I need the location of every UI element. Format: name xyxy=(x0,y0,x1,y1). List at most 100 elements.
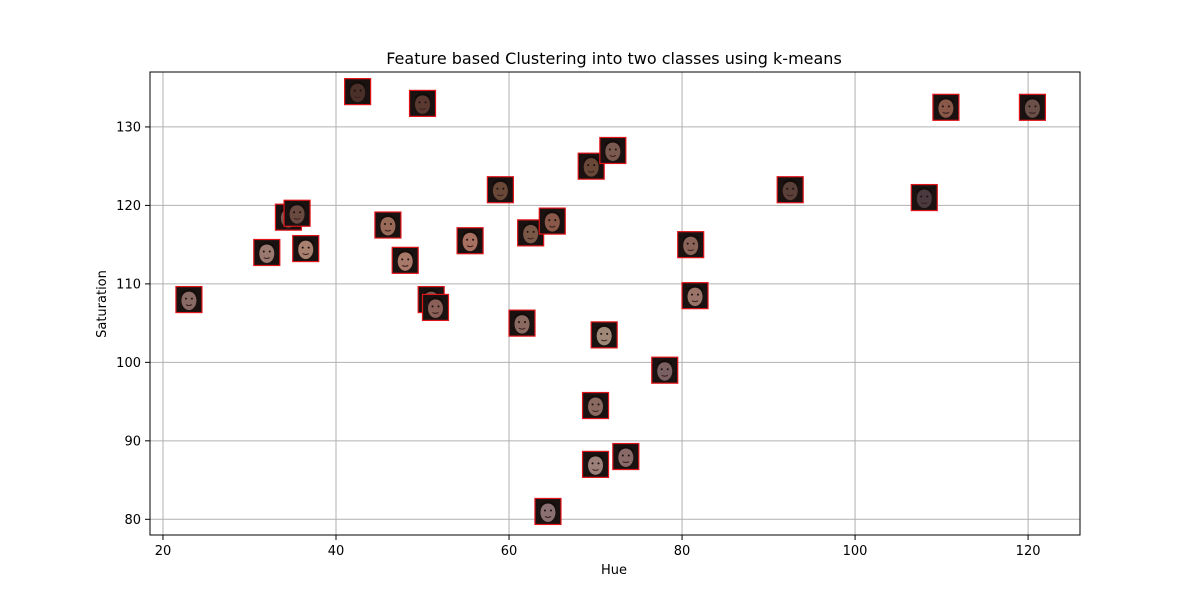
y-tick-label: 100 xyxy=(116,356,141,371)
mouth-shape xyxy=(263,257,271,259)
x-axis-ticks: 20 40 60 80 100 120 xyxy=(155,535,1041,559)
mouth-shape xyxy=(592,468,599,471)
mouth-shape xyxy=(661,374,669,377)
hair-shape xyxy=(596,324,612,331)
face-shape xyxy=(514,314,530,334)
eye-left xyxy=(591,462,594,465)
face-thumbnail-marker xyxy=(374,211,402,239)
eye-left xyxy=(621,454,624,457)
face-thumbnail-marker xyxy=(517,219,545,247)
mouth-shape xyxy=(921,202,928,205)
face-shape xyxy=(618,448,634,468)
face-thumbnail-marker xyxy=(776,176,804,204)
y-axis-ticks: 80 90 100 110 120 130 xyxy=(116,120,150,528)
eye-right xyxy=(424,101,427,104)
hair-shape xyxy=(380,214,396,222)
hair-shape xyxy=(514,312,530,320)
hair-shape xyxy=(181,289,197,296)
hair-shape xyxy=(350,81,366,88)
x-tick-label: 20 xyxy=(155,544,172,559)
eye-right xyxy=(268,250,271,253)
mouth-shape xyxy=(609,155,617,157)
face-thumbnail-marker xyxy=(599,136,627,165)
eye-right xyxy=(692,242,695,245)
face-shape xyxy=(350,83,366,103)
eye-left xyxy=(401,258,404,261)
face-shape xyxy=(415,94,431,114)
face-shape xyxy=(683,236,699,256)
eye-left xyxy=(418,101,421,104)
face-thumbnail-marker xyxy=(391,246,419,274)
mouth-shape xyxy=(354,96,361,99)
chart-title: Feature based Clustering into two classe… xyxy=(386,49,842,68)
eye-right xyxy=(524,321,526,324)
mouth-shape xyxy=(786,194,794,197)
face-shape xyxy=(938,98,954,118)
mouth-shape xyxy=(419,107,426,110)
face-thumbnail-marker xyxy=(486,176,514,204)
eye-left xyxy=(920,195,923,198)
face-thumbnail-marker xyxy=(932,93,960,121)
face-thumbnail-marker xyxy=(253,238,281,267)
hair-shape xyxy=(259,241,275,249)
face-shape xyxy=(462,232,478,252)
face-thumbnail-marker xyxy=(456,227,484,255)
mouth-shape xyxy=(527,237,534,240)
hair-shape xyxy=(415,92,431,100)
eye-right xyxy=(593,164,596,167)
face-shape xyxy=(544,212,560,232)
y-tick-label: 80 xyxy=(124,513,141,528)
hair-shape xyxy=(605,139,621,147)
hair-shape xyxy=(397,249,413,257)
face-shape xyxy=(605,141,621,161)
eye-right xyxy=(359,89,362,92)
face-thumbnail-marker xyxy=(408,89,437,117)
face-shape xyxy=(523,224,539,244)
hair-shape xyxy=(1024,96,1040,104)
face-thumbnail-marker xyxy=(292,234,320,263)
hair-shape xyxy=(683,234,699,241)
eye-right xyxy=(389,223,392,226)
eye-right xyxy=(407,258,410,261)
face-thumbnail-marker xyxy=(1018,93,1047,121)
face-thumbnail-marker xyxy=(508,309,536,337)
hair-shape xyxy=(916,187,932,194)
hair-shape xyxy=(618,446,634,453)
eye-left xyxy=(301,246,304,249)
eye-right xyxy=(554,219,557,222)
face-thumbnail-marker xyxy=(590,321,618,349)
hair-shape xyxy=(782,179,798,186)
face-shape xyxy=(588,455,604,475)
face-shape xyxy=(596,326,612,346)
eye-right xyxy=(1034,105,1037,108)
eye-left xyxy=(543,509,546,512)
mouth-shape xyxy=(587,170,595,173)
hair-shape xyxy=(588,395,604,402)
hair-shape xyxy=(938,96,954,104)
eye-right xyxy=(792,187,795,190)
mouth-shape xyxy=(432,311,439,314)
x-tick-label: 40 xyxy=(328,544,345,559)
hair-shape xyxy=(289,202,305,210)
hair-shape xyxy=(298,238,314,245)
eye-right xyxy=(190,297,193,300)
face-shape xyxy=(540,502,556,522)
eye-right xyxy=(627,454,630,457)
eye-right xyxy=(614,148,617,151)
eye-left xyxy=(262,250,265,253)
eye-right xyxy=(299,211,302,214)
face-thumbnail-marker xyxy=(421,293,450,322)
mouth-shape xyxy=(185,304,193,307)
face-shape xyxy=(259,243,275,263)
eye-left xyxy=(466,238,469,241)
mouth-shape xyxy=(293,217,301,220)
y-tick-label: 110 xyxy=(116,277,141,292)
eye-right xyxy=(532,230,535,233)
mouth-shape xyxy=(497,194,504,197)
mouth-shape xyxy=(622,461,630,464)
hair-shape xyxy=(540,500,556,508)
hair-shape xyxy=(423,289,439,296)
eye-left xyxy=(383,223,386,226)
eye-right xyxy=(947,105,950,108)
